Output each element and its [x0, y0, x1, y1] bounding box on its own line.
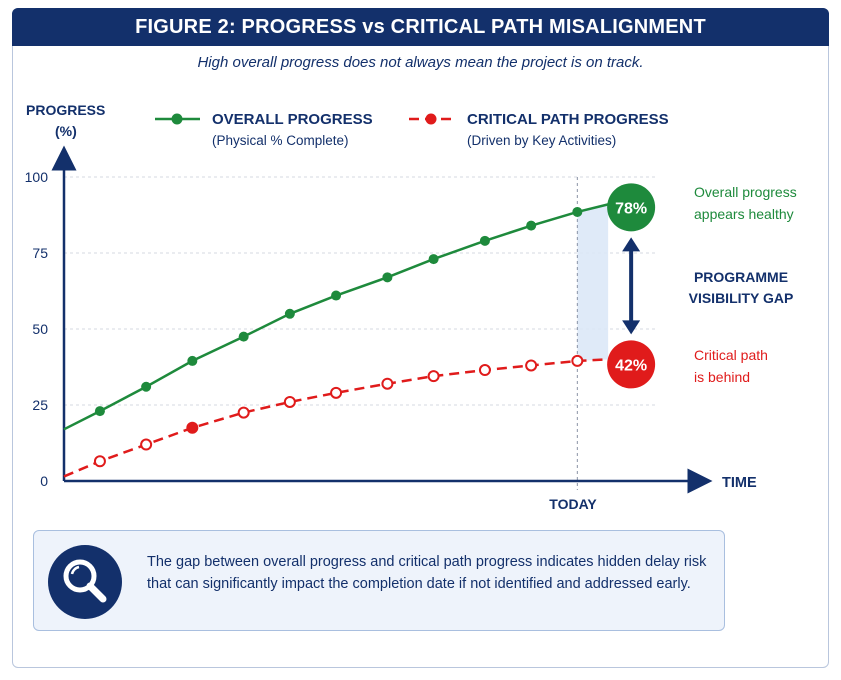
critical-note-line2: is behind: [694, 369, 750, 385]
plot-area: 0 25 50 75 100 78% 42%: [25, 145, 713, 494]
overall-progress-point: [428, 254, 439, 265]
critical-path-point: [237, 406, 250, 419]
overall-progress-point: [331, 290, 342, 301]
critical-path-point: [93, 455, 106, 468]
y-tick-label: 75: [32, 245, 48, 261]
y-axis-title-line2: (%): [55, 123, 77, 139]
critical-path-point: [478, 364, 491, 377]
critical-path-point: [186, 421, 199, 434]
critical-path-point: [330, 386, 343, 399]
overall-progress-point: [382, 272, 393, 283]
overall-progress-point: [479, 235, 490, 246]
overall-progress-point: [187, 355, 198, 366]
visibility-gap-area: [577, 204, 609, 361]
gap-arrow-head-down: [622, 320, 641, 335]
gap-label-line2: VISIBILITY GAP: [689, 290, 794, 306]
critical-path-point: [525, 359, 538, 372]
y-tick-label: 50: [32, 321, 48, 337]
insight-callout: The gap between overall progress and cri…: [33, 530, 725, 631]
gap-arrow-head-up: [622, 237, 641, 252]
title-bar: FIGURE 2: PROGRESS vs CRITICAL PATH MISA…: [12, 8, 829, 46]
today-label: TODAY: [549, 496, 597, 512]
overall-badge-value: 78%: [615, 200, 647, 217]
critical-path-line: [63, 358, 609, 478]
overall-note-line1: Overall progress: [694, 184, 797, 200]
critical-badge-value: 42%: [615, 357, 647, 374]
legend-critical-sublabel: (Driven by Key Activities): [467, 133, 616, 148]
y-tick-label: 25: [32, 397, 48, 413]
gap-label-line1: PROGRAMME: [694, 269, 788, 285]
magnifier-icon: [48, 545, 122, 619]
y-axis-title-line1: PROGRESS: [26, 102, 105, 118]
overall-progress-point: [526, 220, 537, 231]
legend-critical-label: CRITICAL PATH PROGRESS: [467, 111, 669, 128]
callout-text: The gap between overall progress and cri…: [147, 554, 707, 592]
figure-title: FIGURE 2: PROGRESS vs CRITICAL PATH MISA…: [135, 15, 706, 38]
figure-subtitle: High overall progress does not always me…: [197, 54, 644, 71]
overall-badge-circle: [607, 183, 656, 232]
overall-progress-point: [284, 308, 295, 319]
legend-critical-marker: [425, 113, 437, 125]
legend: OVERALL PROGRESS (Physical % Complete) C…: [155, 111, 669, 148]
overall-note-line2: appears healthy: [694, 206, 794, 222]
critical-path-point: [140, 438, 153, 451]
critical-path-point: [283, 395, 296, 408]
overall-progress-point: [141, 381, 152, 392]
legend-overall-label: OVERALL PROGRESS: [212, 111, 373, 128]
critical-path-point: [381, 377, 394, 390]
critical-note-line1: Critical path: [694, 347, 768, 363]
y-tick-label: 0: [40, 473, 48, 489]
x-axis-title: TIME: [722, 475, 757, 491]
legend-overall-sublabel: (Physical % Complete): [212, 133, 349, 148]
overall-progress-point: [572, 206, 583, 217]
critical-badge-circle: [607, 340, 656, 389]
y-tick-label: 100: [25, 169, 49, 185]
overall-progress-point: [94, 406, 105, 417]
critical-path-point: [427, 370, 440, 383]
overall-progress-point: [238, 331, 249, 342]
critical-path-point: [571, 354, 584, 367]
legend-overall-marker: [171, 113, 183, 125]
